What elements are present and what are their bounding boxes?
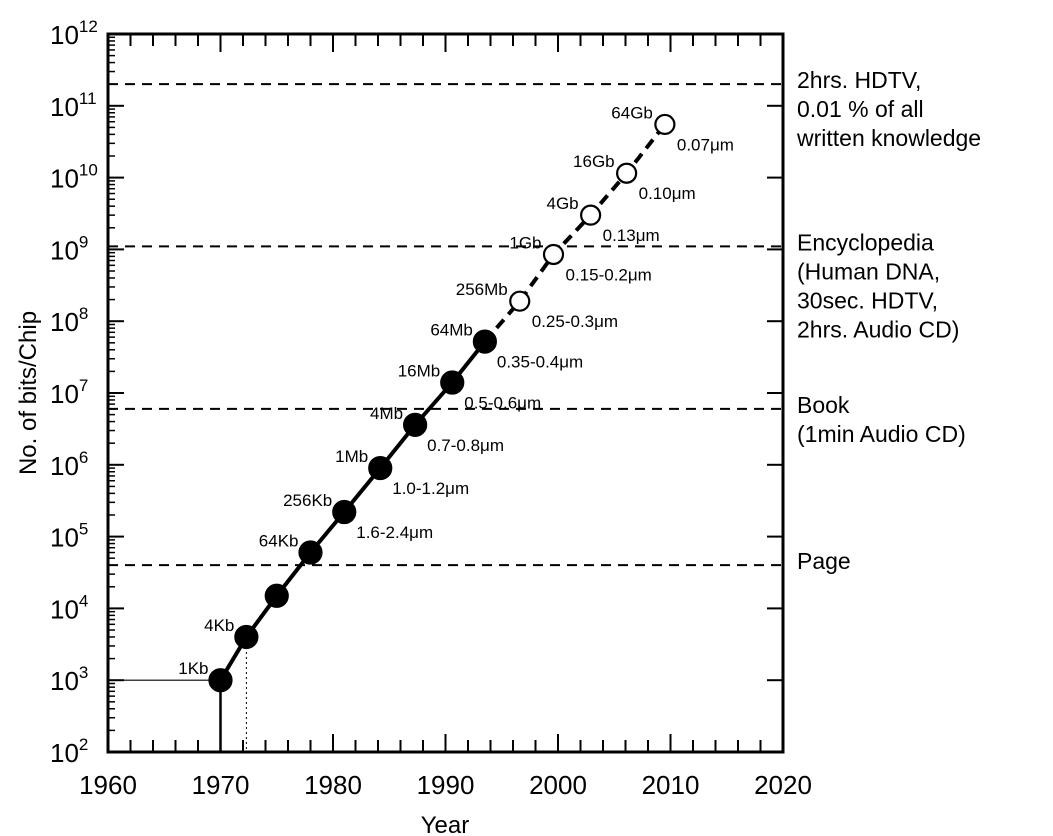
x-tick-label: 2010 [642, 770, 700, 800]
capacity-label: 1Kb [178, 659, 208, 678]
y-tick-label: 102 [50, 735, 88, 768]
y-tick-label: 1011 [50, 89, 97, 122]
data-point [332, 499, 357, 525]
capacity-label: 64Mb [430, 321, 473, 340]
capacity-label: 16Gb [573, 152, 615, 171]
capacity-label: 4Gb [546, 194, 578, 213]
feature-size-label: 0.5-0.6μm [464, 394, 541, 413]
capacity-label: 64Kb [259, 532, 299, 551]
reference-lines: 2hrs. HDTV, 0.01 % of all written knowledg… [108, 67, 981, 752]
axis-labels: 1960 1970 1980 1990 2000 2010 2020 102 103 104 105… [50, 17, 812, 800]
y-tick-label: 103 [50, 663, 88, 696]
x-tick-label: 1990 [417, 770, 475, 800]
y-tick-label: 1012 [50, 17, 98, 50]
capacity-label: 4Kb [204, 616, 234, 635]
reference-line-label: Encyclopedia [797, 229, 934, 255]
reference-line-label: Book [797, 392, 850, 418]
data-point [472, 329, 497, 354]
reference-line-label: 30sec. HDTV, [797, 287, 938, 313]
projected-point [654, 113, 676, 136]
feature-size-label: 0.10μm [639, 184, 696, 203]
x-tick-label: 2000 [529, 770, 587, 800]
capacity-label: 256Kb [283, 491, 332, 510]
y-tick-label: 108 [50, 304, 88, 337]
feature-size-label: 1.0-1.2μm [392, 479, 469, 498]
projected-point [580, 204, 602, 226]
feature-size-label: 0.15-0.2μm [566, 265, 652, 284]
feature-size-label: 0.25-0.3μm [532, 312, 618, 331]
reference-line-label: 2hrs. Audio CD) [797, 316, 959, 342]
data-point [403, 412, 428, 437]
data-point [368, 455, 393, 481]
y-tick-label: 105 [50, 520, 88, 553]
x-tick-label: 1970 [192, 770, 250, 800]
x-tick-label: 1960 [79, 770, 137, 800]
y-tick-label: 109 [50, 232, 88, 265]
capacity-label: 4Mb [370, 404, 403, 423]
data-series [208, 113, 676, 693]
capacity-label: 64Gb [611, 103, 653, 122]
x-tick-label: 2020 [754, 770, 812, 800]
projected-point [542, 243, 565, 266]
data-point [234, 624, 259, 650]
capacity-label: 1Gb [509, 233, 541, 252]
data-labels: 1Kb 4Kb 64Kb 256Kb 1.6-2.4μm 1Mb 1.0-1.2μm 4Mb 0… [178, 103, 734, 678]
reference-line-label: 2hrs. HDTV, [797, 67, 921, 93]
feature-size-label: 0.7-0.8μm [427, 436, 504, 455]
reference-line-label: 0.01 % of all [797, 96, 924, 122]
x-tick-label: 1980 [304, 770, 362, 800]
data-point [208, 668, 233, 693]
y-tick-label: 106 [50, 448, 88, 481]
reference-line-label: (1min Audio CD) [797, 421, 966, 447]
data-point [298, 540, 323, 565]
projected-point [616, 162, 638, 184]
data-point [440, 370, 465, 395]
y-axis-title: No. of bits/Chip [15, 311, 42, 475]
feature-size-label: 0.13μm [603, 226, 660, 245]
y-tick-label: 107 [50, 376, 88, 409]
feature-size-label: 0.07μm [677, 135, 734, 154]
reference-line-label: Page [797, 548, 851, 574]
capacity-label: 256Mb [456, 280, 508, 299]
capacity-label: 1Mb [335, 447, 368, 466]
axis-ticks [107, 33, 784, 753]
x-axis-title: Year [421, 812, 470, 836]
feature-size-label: 1.6-2.4μm [356, 523, 433, 542]
data-point [264, 583, 289, 608]
reference-line-label: (Human DNA, [797, 258, 940, 284]
capacity-label: 16Mb [398, 362, 441, 381]
reference-line-label: written knowledge [796, 125, 981, 151]
y-tick-label: 104 [50, 591, 88, 624]
feature-size-label: 0.35-0.4μm [497, 353, 583, 372]
y-tick-label: 1010 [50, 161, 98, 194]
projected-point [509, 290, 531, 312]
